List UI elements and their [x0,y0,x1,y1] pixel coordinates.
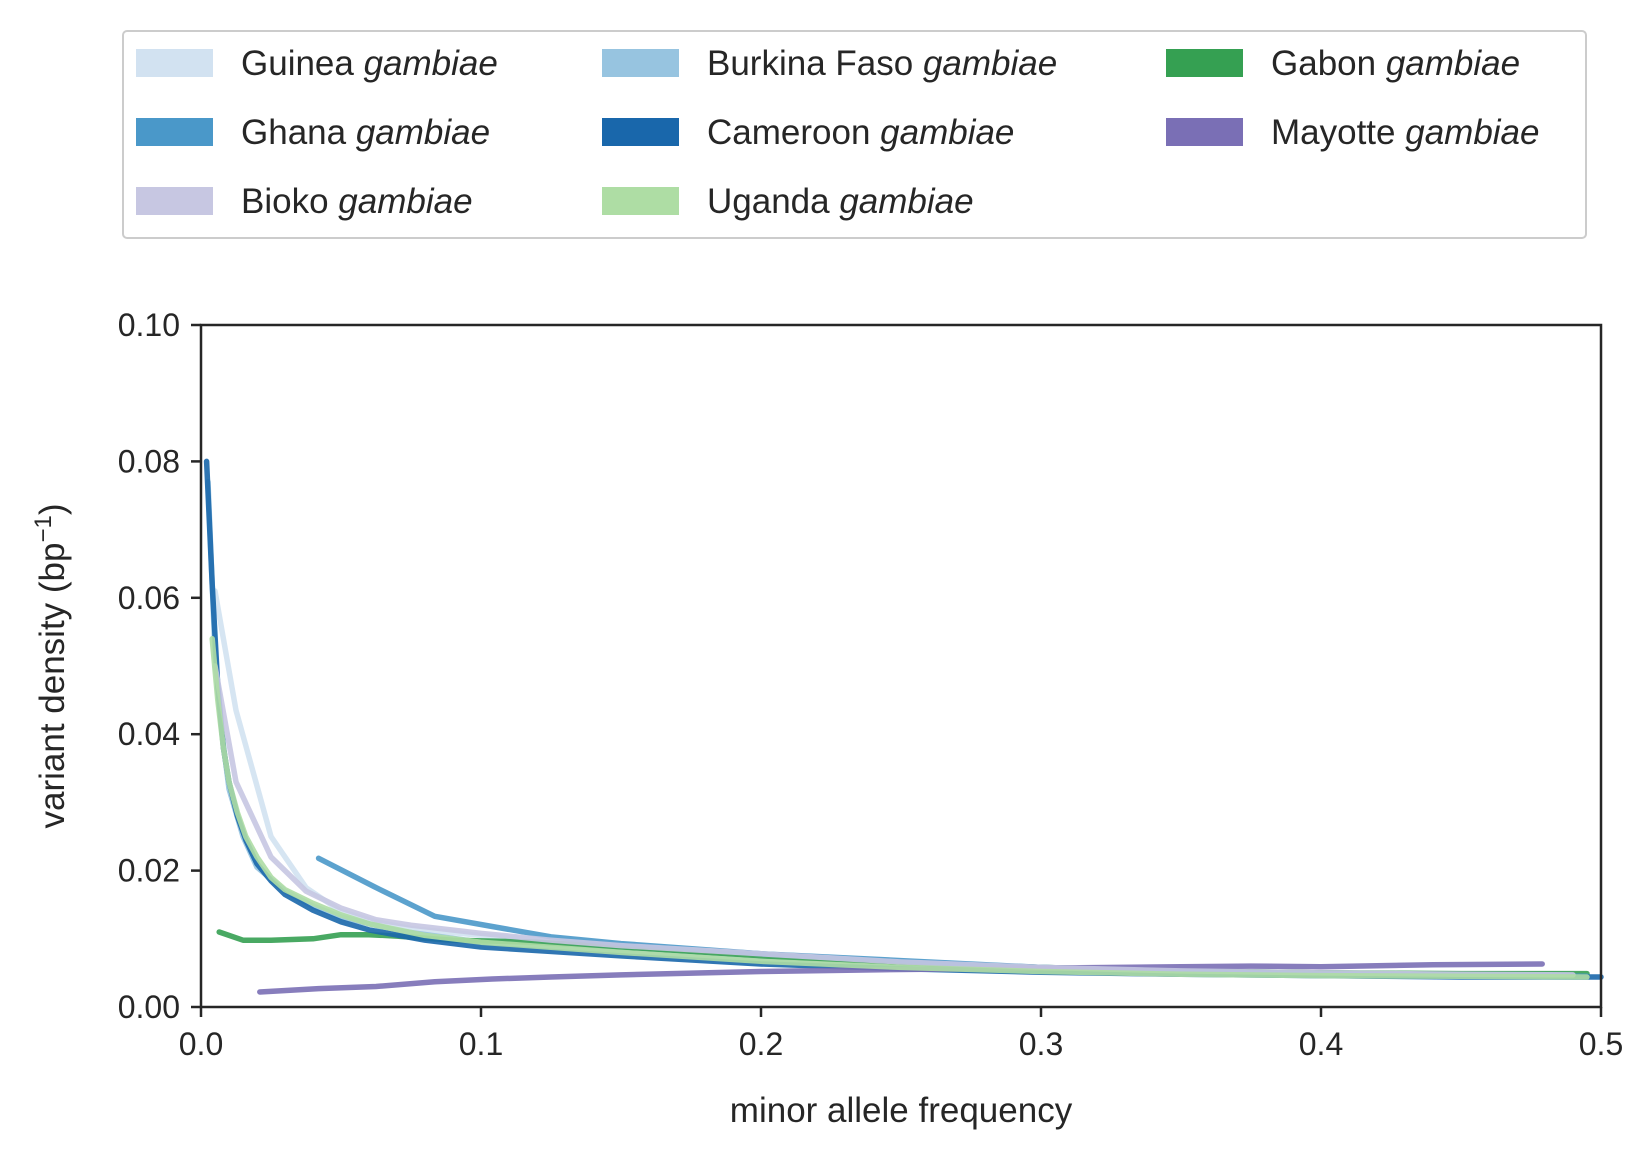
legend: Guinea gambiae Ghana gambiae Bioko gambiae… [122,30,1587,239]
series-line-mayotte [257,961,1545,995]
y-tick-label: 0.06 [118,580,180,616]
series-line-burkina-faso [205,479,1590,980]
legend-item-bioko: Bioko gambiae [136,182,473,221]
series-line-bioko [212,663,1576,978]
x-tick-label: 0.3 [1019,1026,1063,1062]
x-tick-label: 0.2 [739,1026,783,1062]
x-axis: 0.0 0.1 0.2 0.3 0.4 0.5 [179,1007,1623,1062]
series-line-uganda [209,635,1590,980]
plot-frame [199,323,1603,1009]
y-tick-label: 0.10 [118,307,180,343]
legend-item-burkina-faso: Burkina Faso gambiae [602,44,1057,83]
legend-frame [122,30,1587,239]
series-line-cameroon [203,458,1604,980]
y-tick-label: 0.04 [118,716,180,752]
legend-swatch [136,49,213,77]
legend-label: Burkina Faso gambiae [707,44,1057,83]
legend-item-mayotte: Mayotte gambiae [1166,113,1540,152]
legend-item-guinea: Guinea gambiae [136,44,498,83]
legend-item-ghana: Ghana gambiae [136,113,490,152]
y-tick-label: 0.00 [118,989,180,1025]
y-tick-label: 0.08 [118,443,180,479]
x-axis-title: minor allele frequency [730,1091,1073,1130]
legend-swatch [136,118,213,146]
x-tick-label: 0.5 [1579,1026,1623,1062]
y-axis-title-exponent: −1 [30,515,57,542]
legend-label: Guinea gambiae [241,44,498,83]
legend-swatch [136,187,213,215]
legend-item-gabon: Gabon gambiae [1166,44,1520,83]
x-tick-label: 0.4 [1299,1026,1343,1062]
legend-swatch [602,187,679,215]
series-line-guinea [212,588,1590,980]
legend-label: Ghana gambiae [241,113,490,152]
legend-label: Gabon gambiae [1271,44,1520,83]
x-tick-label: 0.1 [459,1026,503,1062]
legend-label: Bioko gambiae [241,182,473,221]
legend-label: Mayotte gambiae [1271,113,1540,152]
x-tick-label: 0.0 [179,1026,223,1062]
legend-item-uganda: Uganda gambiae [602,182,974,221]
y-tick-label: 0.02 [118,853,180,889]
legend-swatch [602,118,679,146]
y-axis: 0.00 0.02 0.04 0.06 0.08 0.10 [118,307,201,1025]
legend-swatch [1166,49,1243,77]
legend-swatch [1166,118,1243,146]
series-line-ghana [315,855,1590,980]
plot-area: 0.0 0.1 0.2 0.3 0.4 0.5 0.000.020.040.060.080… [118,307,1624,1062]
legend-swatch [602,49,679,77]
y-axis-title: variant density (bp−1) [30,503,72,828]
legend-item-cameroon: Cameroon gambiae [602,113,1014,152]
legend-label: Uganda gambiae [707,182,974,221]
legend-label: Cameroon gambiae [707,113,1014,152]
